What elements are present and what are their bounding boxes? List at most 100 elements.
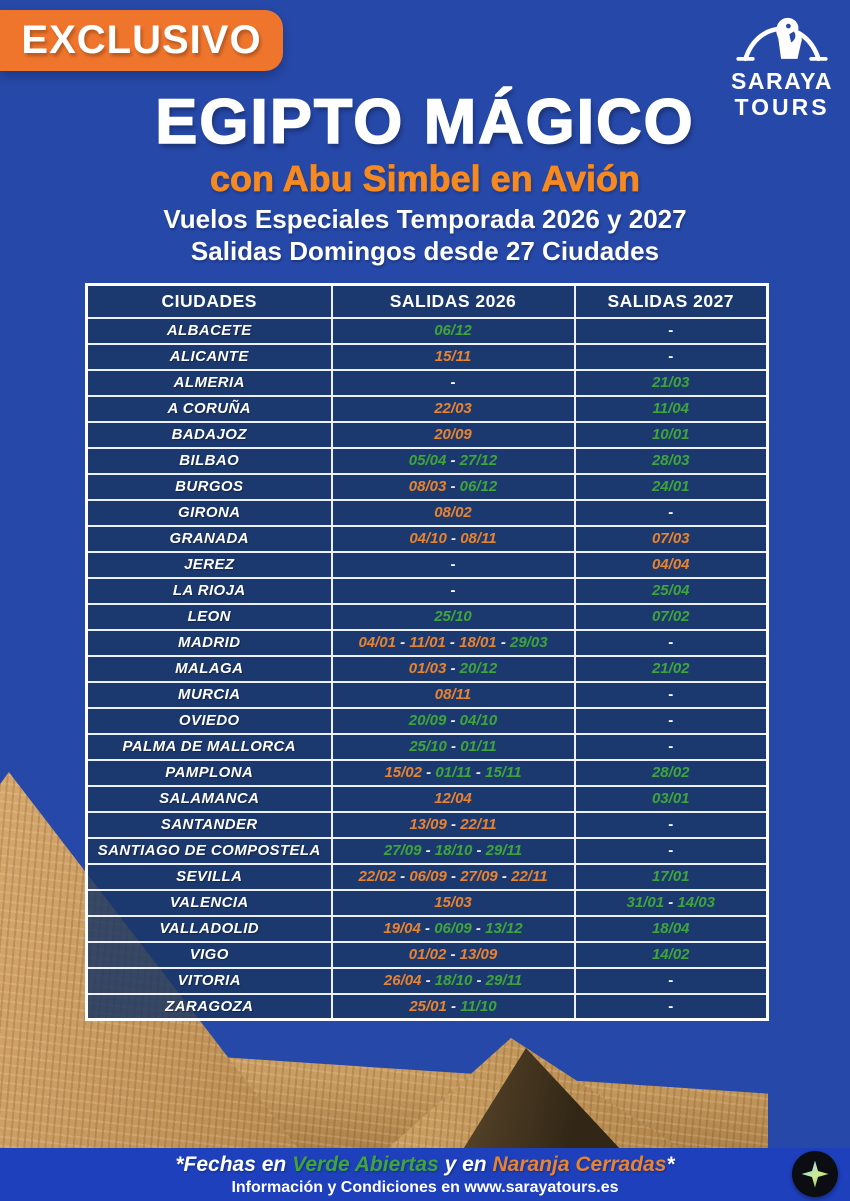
salidas-2027-cell: 17/01 (573, 862, 769, 891)
departure-date: 04/10 (409, 530, 447, 547)
city-cell: VITORIA (85, 966, 333, 995)
date-separator: - (472, 972, 486, 989)
table-row: GIRONA 08/02 - (85, 498, 769, 527)
departure-date: 22/03 (434, 400, 472, 417)
departure-date: 15/03 (434, 894, 472, 911)
date-separator: - (420, 920, 435, 937)
no-departure-dash: - (450, 374, 456, 391)
departure-date: 08/03 (408, 478, 447, 495)
no-departure-dash: - (668, 322, 674, 339)
city-cell: A CORUÑA (85, 394, 333, 423)
departure-date: 01/03 (408, 660, 447, 677)
date-separator: - (445, 634, 460, 651)
legend-segment: *Fechas en (175, 1152, 293, 1176)
salidas-2026-cell: - (330, 550, 576, 579)
departure-date: 20/12 (459, 660, 498, 677)
table-row: BURGOS 08/03 - 06/12 24/01 (85, 472, 769, 501)
salidas-2027-cell: - (573, 342, 769, 371)
departure-date: 27/09 (460, 868, 498, 885)
city-cell: BILBAO (85, 446, 333, 475)
page-title: EGIPTO MÁGICO (154, 86, 695, 158)
date-separator: - (471, 764, 486, 781)
exclusive-badge: EXCLUSIVO (0, 10, 283, 71)
no-departure-dash: - (450, 582, 456, 599)
no-departure-dash: - (668, 816, 674, 833)
date-separator: - (496, 634, 510, 651)
salidas-2027-cell: - (573, 680, 769, 709)
departure-date: 08/02 (434, 504, 472, 521)
departure-date: 11/10 (460, 997, 497, 1015)
no-departure-dash: - (668, 686, 674, 703)
tagline-departures: Salidas Domingos desde 27 Ciudades (190, 236, 660, 266)
departure-date: 03/01 (651, 790, 690, 807)
departure-date: 25/10 (409, 738, 447, 755)
salidas-2027-cell: 14/02 (573, 940, 769, 969)
salidas-2026-cell: 04/10 - 08/11 (330, 524, 576, 553)
city-cell: GRANADA (85, 524, 333, 553)
date-separator: - (446, 478, 460, 495)
no-departure-dash: - (668, 738, 674, 755)
salidas-2026-cell: 15/03 (330, 888, 576, 917)
table-row: VITORIA 26/04 - 18/10 - 29/11- (85, 966, 769, 995)
departure-date: 11/01 (409, 634, 446, 651)
table-row: VALLADOLID 19/04 - 06/09 - 13/12 18/04 (85, 914, 769, 943)
salidas-2026-cell: 08/11 (330, 680, 576, 709)
departure-date: 25/01 (409, 997, 447, 1015)
table-row: VALENCIA 15/03 31/01 - 14/03 (85, 888, 769, 917)
no-departure-dash: - (668, 997, 674, 1015)
salidas-2027-cell: - (573, 836, 769, 865)
column-header-cities: CIUDADES (85, 283, 333, 319)
salidas-2027-cell: 31/01 - 14/03 (573, 888, 769, 917)
salidas-2026-cell: 22/03 (330, 394, 576, 423)
salidas-2027-cell: 21/02 (573, 654, 769, 683)
salidas-2026-cell: 15/11 (330, 342, 576, 371)
date-separator: - (497, 868, 512, 885)
departure-date: 01/11 (460, 738, 497, 755)
departure-date: 21/03 (651, 374, 690, 391)
salidas-2027-cell: 18/04 (573, 914, 769, 943)
departure-date: 06/09 (409, 868, 447, 885)
table-row: LEON 25/10 07/02 (85, 602, 769, 631)
departure-date: 24/01 (651, 478, 690, 495)
departure-date: 07/03 (651, 530, 690, 547)
departure-date: 31/01 (626, 894, 665, 911)
table-row: VIGO 01/02 - 13/09 14/02 (85, 940, 769, 969)
salidas-2026-cell: 08/03 - 06/12 (330, 472, 576, 501)
city-cell: GIRONA (85, 498, 333, 527)
table-row: BILBAO 05/04 - 27/12 28/03 (85, 446, 769, 475)
salidas-2026-cell: 25/01 - 11/10 (330, 992, 576, 1021)
table-row: JEREZ - 04/04 (85, 550, 769, 579)
departure-date: 01/02 (408, 946, 447, 963)
departure-date: 15/11 (485, 764, 522, 781)
city-cell: ALBACETE (85, 316, 333, 345)
salidas-2026-cell: 01/02 - 13/09 (330, 940, 576, 969)
departures-table: CIUDADES SALIDAS 2026 SALIDAS 2027 ALBAC… (85, 283, 769, 1021)
city-cell: MALAGA (85, 654, 333, 683)
date-separator: - (421, 764, 436, 781)
star-button[interactable] (792, 1151, 838, 1197)
salidas-2027-cell: 21/03 (573, 368, 769, 397)
departure-date: 08/11 (460, 530, 497, 547)
departure-date: 12/04 (434, 790, 472, 807)
date-separator: - (446, 738, 461, 755)
departure-date: 14/03 (677, 894, 715, 911)
column-header-salidas-2027: SALIDAS 2027 (573, 283, 769, 319)
date-separator: - (446, 452, 460, 469)
departure-date: 06/12 (434, 322, 472, 339)
salidas-2026-cell: 06/12 (330, 316, 576, 345)
departure-date: 22/11 (511, 868, 548, 885)
table-row: A CORUÑA 22/03 11/04 (85, 394, 769, 423)
salidas-2027-cell: - (573, 992, 769, 1021)
departure-date: 08/11 (434, 686, 472, 703)
info-line: Información y Condiciones en www.sarayat… (231, 1178, 619, 1196)
date-separator: - (446, 530, 461, 547)
date-separator: - (446, 868, 461, 885)
table-row: MALAGA 01/03 - 20/12 21/02 (85, 654, 769, 683)
salidas-2027-cell: 28/03 (573, 446, 769, 475)
table-row: LA RIOJA - 25/04 (85, 576, 769, 605)
salidas-2026-cell: 13/09 - 22/11 (330, 810, 576, 839)
departure-date: 14/02 (651, 946, 690, 963)
salidas-2027-cell: - (573, 810, 769, 839)
date-separator: - (421, 842, 435, 859)
star-icon (801, 1160, 829, 1188)
